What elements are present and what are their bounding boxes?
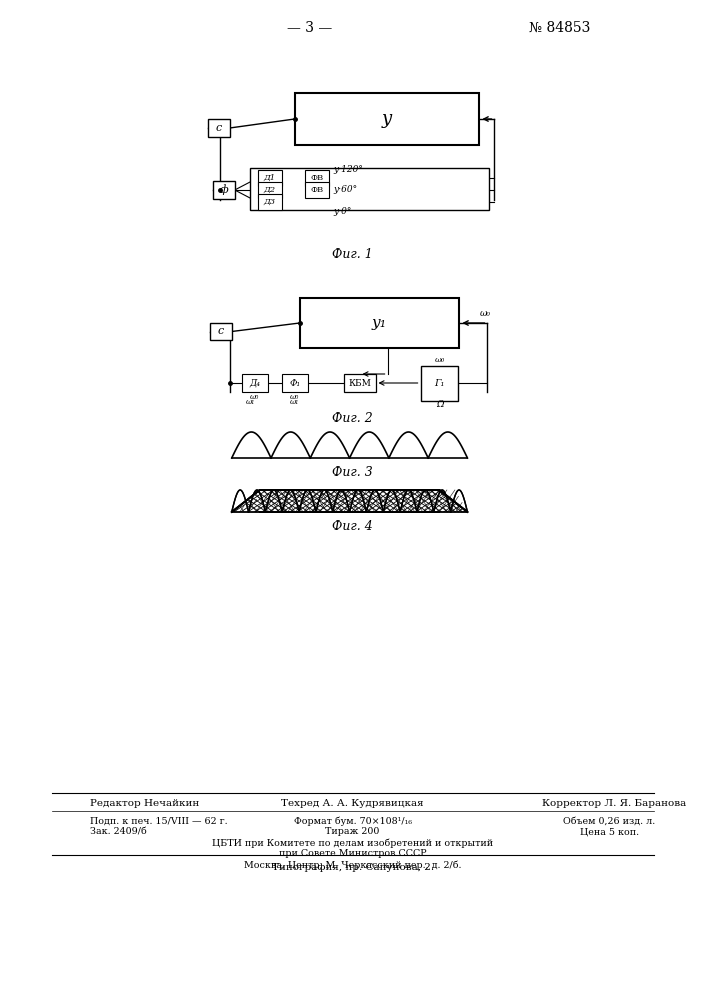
- Text: Подп. к печ. 15/VIII — 62 г.: Подп. к печ. 15/VIII — 62 г.: [90, 816, 228, 826]
- Text: Типография, пр. Сапунова, 2.: Типография, пр. Сапунова, 2.: [271, 862, 433, 871]
- Text: Д2: Д2: [264, 186, 276, 194]
- Text: Ω: Ω: [436, 400, 443, 409]
- Text: Техред А. А. Кудрявицкая: Техред А. А. Кудрявицкая: [281, 798, 424, 808]
- Text: Формат бум. 70×108¹/₁₆: Формат бум. 70×108¹/₁₆: [293, 816, 411, 826]
- Text: Тираж 200: Тираж 200: [325, 828, 380, 836]
- Text: ФВ: ФВ: [310, 174, 323, 182]
- Text: Д3: Д3: [264, 198, 276, 206]
- Text: Фиг. 4: Фиг. 4: [332, 520, 373, 532]
- Text: Корректор Л. Я. Баранова: Корректор Л. Я. Баранова: [542, 798, 686, 808]
- Text: ω₁: ω₁: [290, 398, 299, 406]
- FancyBboxPatch shape: [281, 374, 308, 392]
- FancyBboxPatch shape: [295, 93, 479, 145]
- FancyBboxPatch shape: [257, 182, 281, 198]
- FancyBboxPatch shape: [242, 374, 268, 392]
- FancyBboxPatch shape: [421, 365, 458, 400]
- FancyBboxPatch shape: [208, 119, 230, 137]
- Text: ω₁: ω₁: [246, 398, 255, 406]
- Text: Фиг. 2: Фиг. 2: [332, 412, 373, 424]
- Text: Фиг. 3: Фиг. 3: [332, 466, 373, 480]
- Text: у: у: [382, 110, 392, 128]
- Text: с: с: [216, 123, 222, 133]
- Text: у·60°: у·60°: [334, 186, 358, 194]
- Text: у₁: у₁: [372, 316, 387, 330]
- Text: № 84853: № 84853: [530, 21, 591, 35]
- FancyBboxPatch shape: [344, 374, 375, 392]
- Text: при Совете Министров СССР: при Совете Министров СССР: [279, 850, 426, 858]
- Text: Цена 5 коп.: Цена 5 коп.: [580, 828, 639, 836]
- FancyBboxPatch shape: [250, 168, 489, 210]
- FancyBboxPatch shape: [305, 182, 329, 198]
- Text: ω₀: ω₀: [480, 310, 491, 318]
- FancyBboxPatch shape: [257, 170, 281, 186]
- Text: Фиг. 1: Фиг. 1: [332, 248, 373, 261]
- Text: Объем 0,26 изд. л.: Объем 0,26 изд. л.: [563, 816, 655, 826]
- Text: Зак. 2409/б: Зак. 2409/б: [90, 828, 146, 836]
- FancyBboxPatch shape: [257, 194, 281, 210]
- Text: Д1: Д1: [264, 174, 276, 182]
- Text: ω₀: ω₀: [250, 393, 259, 401]
- FancyBboxPatch shape: [210, 323, 232, 340]
- Text: Москва, Центр, М. Черкасский пер., д. 2/б.: Москва, Центр, М. Черкасский пер., д. 2/…: [244, 860, 462, 870]
- Text: Д₄: Д₄: [249, 378, 260, 387]
- Text: с: с: [218, 326, 224, 336]
- Text: Ф₁: Ф₁: [289, 378, 300, 387]
- Text: КБМ: КБМ: [348, 378, 371, 387]
- Text: — 3 —: — 3 —: [287, 21, 332, 35]
- Text: ФВ: ФВ: [310, 186, 323, 194]
- Text: у·120°: у·120°: [334, 164, 363, 174]
- Text: Г₁: Г₁: [434, 378, 445, 387]
- FancyBboxPatch shape: [213, 181, 235, 199]
- FancyBboxPatch shape: [300, 298, 460, 348]
- Text: у·0°: у·0°: [334, 207, 352, 216]
- Text: Редактор Нечайкин: Редактор Нечайкин: [90, 798, 199, 808]
- Text: ω₀: ω₀: [290, 393, 299, 401]
- Text: ω₀: ω₀: [434, 357, 445, 364]
- Text: ф: ф: [219, 185, 228, 195]
- FancyBboxPatch shape: [305, 170, 329, 186]
- Text: ЦБТИ при Комитете по делам изобретений и открытий: ЦБТИ при Комитете по делам изобретений и…: [212, 838, 493, 848]
